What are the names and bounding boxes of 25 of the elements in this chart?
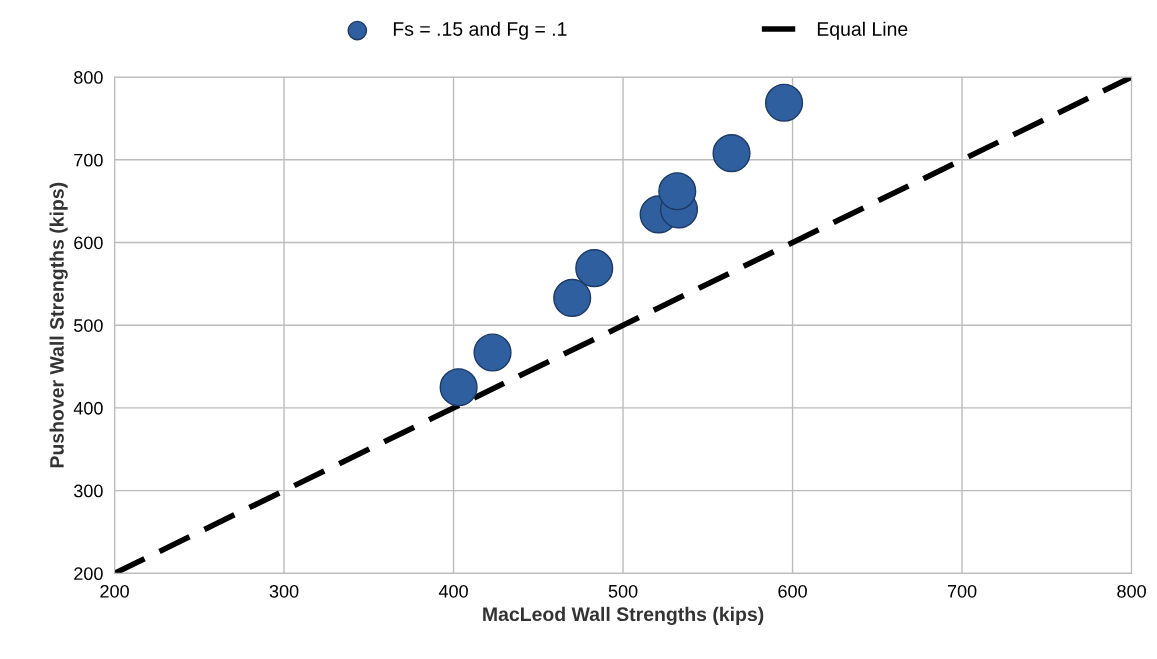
point (439, 368, 478, 407)
legend-label: Equal Line (817, 21, 908, 40)
legend-label: Fs = .15 and Fg = .1 (393, 21, 567, 40)
point (712, 134, 751, 173)
y-tick-label: 600 (74, 236, 103, 250)
y-tick-label: 700 (74, 153, 103, 167)
point (553, 278, 592, 317)
y-tick-label: 200 (74, 567, 103, 581)
y-tick-label: 500 (74, 319, 103, 332)
x-tick-label: 300 (269, 584, 299, 598)
point (575, 249, 614, 288)
y-tick-label: 400 (73, 401, 103, 415)
x-tick-label: 800 (1117, 584, 1146, 598)
x-tick-label: 700 (947, 584, 977, 598)
x-tick-label: 600 (778, 584, 807, 598)
point (473, 333, 512, 372)
x-tick-label: 500 (608, 584, 638, 598)
x-axis-title: MacLeod Wall Strengths (kips) (483, 606, 764, 626)
point (658, 172, 697, 211)
y-tick-label: 800 (74, 71, 103, 84)
y-tick-label: 300 (74, 484, 103, 498)
x-tick-label: 200 (100, 584, 129, 598)
y-axis-title: Pushover Wall Strengths (kips) (49, 182, 68, 468)
point (765, 83, 804, 122)
x-tick-label: 400 (438, 584, 468, 598)
